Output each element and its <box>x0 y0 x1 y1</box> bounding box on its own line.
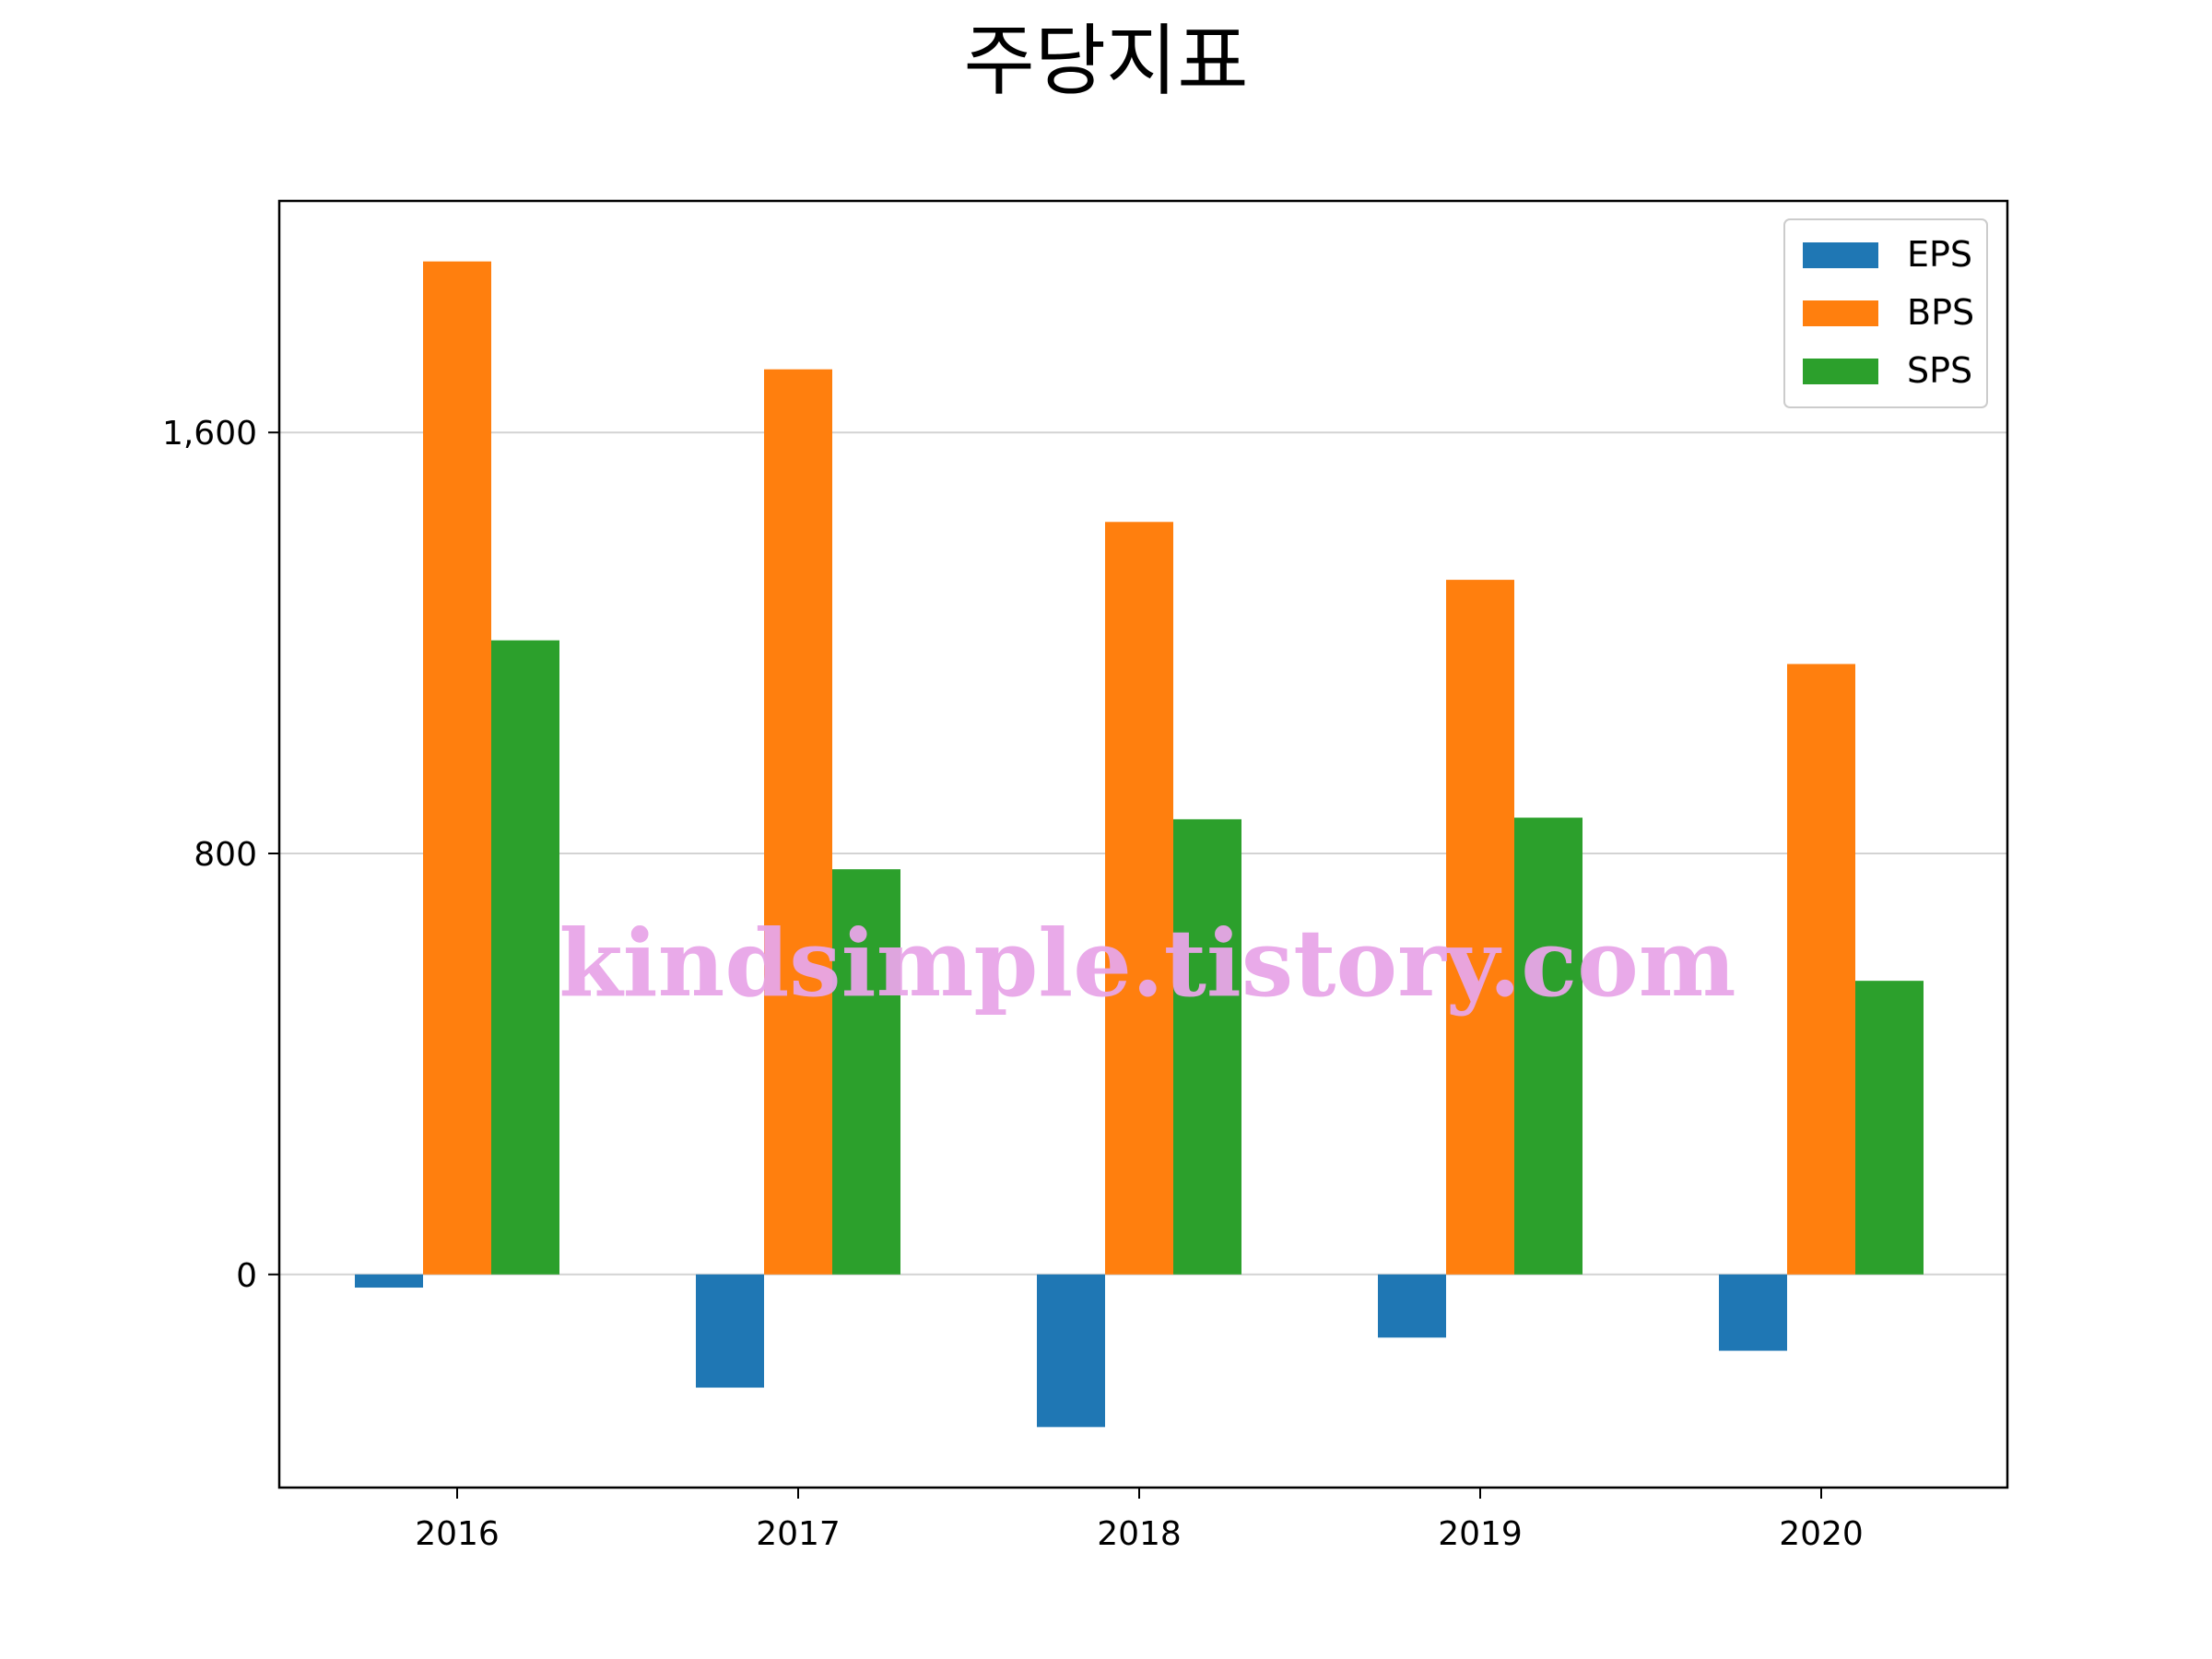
x-tick-label: 2018 <box>1097 1515 1182 1553</box>
x-tick-label: 2016 <box>415 1515 500 1553</box>
chart-title: 주당지표 <box>963 16 1248 106</box>
y-tick-label: 0 <box>236 1257 257 1295</box>
bar-sps-2018 <box>1173 818 1241 1275</box>
bar-eps-2019 <box>1378 1274 1446 1338</box>
x-tick-label: 2017 <box>756 1515 841 1553</box>
bar-bps-2016 <box>423 261 491 1275</box>
legend-label-bps: BPS <box>1907 292 1974 333</box>
x-tick-label: 2020 <box>1779 1515 1864 1553</box>
bar-sps-2016 <box>491 640 559 1275</box>
y-tick-label: 1,600 <box>162 415 257 453</box>
bar-sps-2020 <box>1855 981 1924 1275</box>
bar-eps-2017 <box>696 1274 764 1388</box>
watermark-text: kindsimple.tistory.com <box>559 909 1735 1018</box>
bar-eps-2016 <box>355 1274 423 1288</box>
bar-sps-2017 <box>832 869 900 1275</box>
bar-sps-2019 <box>1514 818 1583 1275</box>
legend: EPS BPS SPS <box>1783 218 1988 408</box>
legend-swatch-bps <box>1803 300 1878 326</box>
bar-eps-2018 <box>1037 1274 1105 1428</box>
y-tick-label: 800 <box>194 836 257 874</box>
bar-bps-2018 <box>1105 522 1173 1275</box>
bar-eps-2020 <box>1719 1274 1787 1351</box>
legend-label-eps: EPS <box>1907 234 1972 275</box>
legend-swatch-eps <box>1803 242 1878 268</box>
axes-frame <box>277 199 2009 1489</box>
plot-area: 0 800 1,600 2016 2017 2018 2019 2020 <box>162 199 2009 1553</box>
bar-bps-2017 <box>764 369 832 1275</box>
legend-swatch-sps <box>1803 359 1878 384</box>
x-tick-label: 2019 <box>1438 1515 1523 1553</box>
bar-bps-2020 <box>1787 664 1855 1275</box>
legend-label-sps: SPS <box>1907 350 1972 391</box>
bar-bps-2019 <box>1446 580 1514 1275</box>
